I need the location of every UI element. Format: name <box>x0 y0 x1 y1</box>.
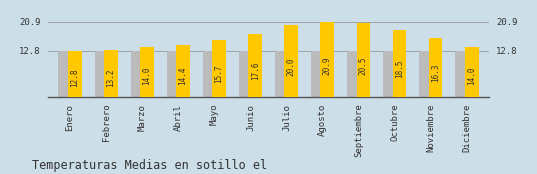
Text: 14.0: 14.0 <box>467 67 476 85</box>
Bar <box>59 51 72 97</box>
Bar <box>130 51 144 97</box>
Bar <box>285 25 298 97</box>
Bar <box>95 51 108 97</box>
Bar <box>429 38 442 97</box>
Text: 14.0: 14.0 <box>142 67 151 85</box>
Text: 13.2: 13.2 <box>106 68 115 87</box>
Text: 15.7: 15.7 <box>215 64 223 83</box>
Text: 20.9: 20.9 <box>323 56 332 75</box>
Bar <box>419 51 433 97</box>
Text: 16.3: 16.3 <box>431 63 440 82</box>
Bar <box>465 47 478 97</box>
Bar <box>176 45 190 97</box>
Bar <box>393 30 407 97</box>
Text: 20.5: 20.5 <box>359 57 368 76</box>
Bar <box>275 51 289 97</box>
Bar <box>347 51 361 97</box>
Bar <box>104 50 118 97</box>
Bar <box>140 47 154 97</box>
Bar <box>311 51 325 97</box>
Bar <box>68 51 82 97</box>
Bar <box>455 51 469 97</box>
Text: 17.6: 17.6 <box>251 61 260 80</box>
Text: 18.5: 18.5 <box>395 60 404 78</box>
Text: 14.4: 14.4 <box>178 66 187 85</box>
Bar <box>239 51 252 97</box>
Bar <box>203 51 216 97</box>
Bar <box>166 51 180 97</box>
Bar <box>212 40 226 97</box>
Bar <box>357 23 371 97</box>
Text: 20.0: 20.0 <box>287 58 296 76</box>
Text: Temperaturas Medias en sotillo el: Temperaturas Medias en sotillo el <box>32 159 267 172</box>
Bar <box>248 34 262 97</box>
Bar <box>321 22 334 97</box>
Text: 12.8: 12.8 <box>70 69 79 87</box>
Bar <box>383 51 397 97</box>
